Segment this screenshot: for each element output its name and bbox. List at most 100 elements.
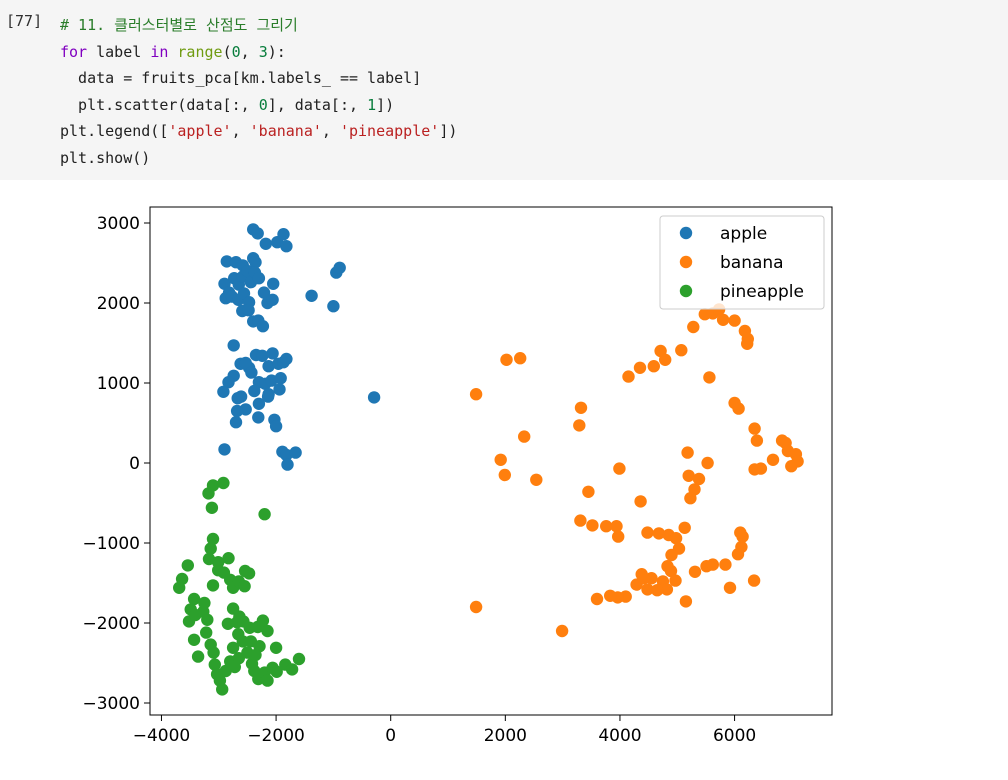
point-apple [222,376,235,389]
cell-prompt: [77] [6,12,43,30]
point-banana [688,565,702,578]
point-banana [675,344,688,357]
point-banana [754,462,768,475]
point-apple [305,289,318,302]
code-token: 0 [258,95,268,114]
point-apple [280,240,293,253]
point-banana [633,361,647,374]
point-apple [289,446,302,459]
point-apple [229,416,243,429]
code-token: plt.show() [60,148,151,167]
point-banana [641,526,654,539]
point-pineapple [206,532,220,546]
point-banana [678,521,691,534]
point-apple [267,277,280,290]
point-banana [728,314,741,327]
y-tick-label: −3000 [82,694,140,714]
y-tick-label: 1000 [97,374,140,394]
point-apple [257,286,271,299]
code-token: 'apple' [168,122,232,141]
code-line: for label in range(0, 3): [60,39,457,66]
x-tick-label: 4000 [598,726,641,746]
point-banana [735,540,748,554]
point-pineapple [187,633,201,646]
point-apple [220,255,233,268]
point-apple [333,261,346,274]
legend-label: apple [720,224,767,244]
point-banana [785,460,798,473]
point-pineapple [202,487,215,500]
point-pineapple [205,501,219,514]
y-tick-label: −2000 [82,614,140,634]
point-apple [234,390,248,403]
point-banana [651,584,664,597]
point-pineapple [233,610,246,623]
point-banana [665,548,678,562]
code-token: 3 [258,42,268,61]
point-banana [573,419,586,432]
point-banana [586,519,599,532]
point-pineapple [216,683,229,696]
point-banana [555,624,569,638]
point-apple [277,228,290,241]
point-pineapple [198,596,211,610]
point-apple [251,227,264,240]
code-token: 'pineapple' [339,122,440,141]
point-banana [613,462,626,475]
code-token: # 11. 클러스터별로 산점도 그리기 [60,16,298,34]
point-pineapple [228,660,241,674]
point-banana [637,572,650,585]
point-banana [604,589,617,602]
point-banana [723,581,737,594]
point-apple [273,383,286,396]
point-banana [732,402,745,415]
point-banana [530,473,543,486]
code-token: label [87,42,151,61]
point-banana [766,453,780,466]
point-pineapple [261,674,274,687]
point-banana [703,371,716,384]
point-pineapple [173,581,186,594]
point-pineapple [285,663,299,676]
point-pineapple [249,648,262,662]
point-apple [248,384,261,398]
code-line: plt.show() [60,145,457,172]
point-pineapple [292,652,306,666]
point-apple [266,347,279,360]
legend: apple banana pineapple [659,215,825,310]
point-banana [500,353,513,366]
point-banana [687,320,700,334]
point-banana [514,352,527,365]
x-tick-label: 6000 [713,726,756,746]
point-banana [701,456,714,470]
x-tick-label: −2000 [247,726,305,746]
code-editor[interactable]: # 11. 클러스터별로 산점도 그리기 for label in range(0… [60,12,457,172]
code-token: 0 [231,42,241,61]
point-pineapple [256,614,270,627]
point-banana [494,453,507,466]
point-pineapple [221,617,235,630]
point-apple [280,352,293,366]
point-pineapple [191,650,205,663]
point-pineapple [261,624,274,638]
point-pineapple [270,665,283,678]
code-token: plt.scatter(data[:, [60,95,259,114]
code-cell[interactable]: [77] # 11. 클러스터별로 산점도 그리기 for label in ra… [0,0,1008,180]
point-banana [734,526,747,539]
point-apple [245,366,258,379]
code-line: data = fruits_pca[km.labels_ == label] [60,65,457,92]
point-pineapple [200,626,213,639]
point-pineapple [238,564,252,578]
point-apple [217,385,230,398]
point-banana [600,520,613,533]
point-banana [679,595,693,608]
point-banana [659,353,672,366]
point-pineapple [222,552,235,565]
point-apple [242,304,255,317]
legend-label: pineapple [720,282,804,302]
point-banana [574,514,587,527]
point-apple [269,420,283,433]
point-banana [716,313,730,326]
y-tick-label: 0 [129,454,140,474]
code-line: plt.legend(['apple', 'banana', 'pineappl… [60,118,457,145]
